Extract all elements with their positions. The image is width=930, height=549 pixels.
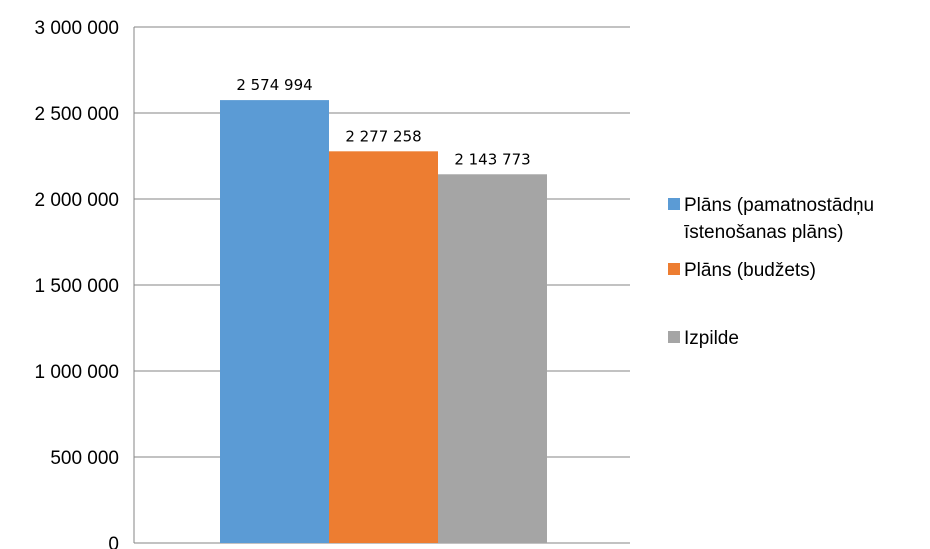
y-tick-label: 500 000 (50, 448, 119, 469)
data-labels: 2 574 994 2 277 258 2 143 773 (236, 76, 530, 168)
legend-label: Izpilde (684, 328, 739, 349)
legend: Plāns (pamatnostādņu īstenošanas plāns) Pl… (668, 195, 874, 349)
legend-swatch (668, 331, 680, 343)
y-axis-tick-labels: 0 500 000 1 000 000 1 500 000 2 000 000 2 500… (34, 18, 119, 549)
legend-label: Plāns (pamatnostādņu (684, 195, 874, 216)
legend-label: īstenošanas plāns) (684, 222, 844, 243)
data-label: 2 277 258 (345, 127, 421, 145)
y-tick-label: 2 500 000 (34, 104, 119, 125)
y-tick-label: 0 (108, 534, 119, 549)
legend-swatch (668, 198, 680, 210)
y-tick-label: 2 000 000 (34, 190, 119, 211)
y-tick-label: 1 500 000 (34, 276, 119, 297)
bar-1 (220, 100, 329, 544)
data-label: 2 574 994 (236, 76, 312, 94)
y-tick-label: 1 000 000 (34, 362, 119, 383)
legend-label: Plāns (budžets) (684, 260, 816, 281)
bar-2 (329, 151, 438, 543)
data-label: 2 143 773 (454, 150, 530, 168)
y-tick-label: 3 000 000 (34, 18, 119, 39)
legend-swatch (668, 263, 680, 275)
bar-3 (438, 174, 547, 543)
bars (220, 100, 547, 544)
